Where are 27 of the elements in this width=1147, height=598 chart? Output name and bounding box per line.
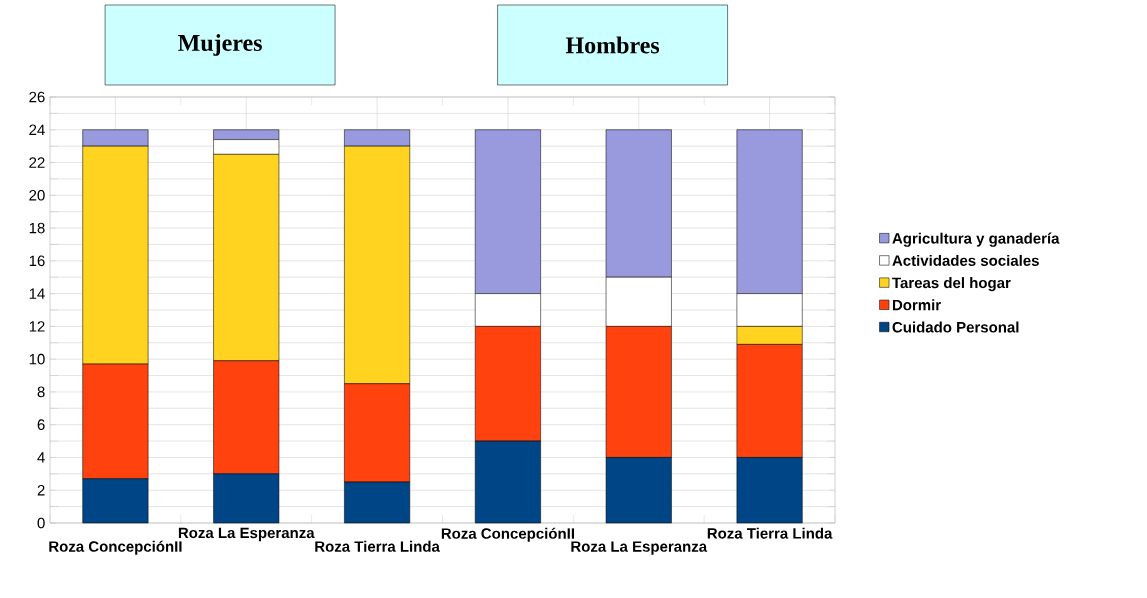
y-tick-label: 4 <box>37 452 45 463</box>
y-tick-label: 20 <box>29 189 45 201</box>
legend-label: Agricultura y ganadería <box>892 232 1060 247</box>
y-tick-label: 16 <box>29 255 45 267</box>
y-tick-label: 26 <box>29 91 45 103</box>
y-tick-label: 6 <box>37 419 45 430</box>
legend-label: Tareas del hogar <box>892 277 1011 292</box>
y-tick-label: 24 <box>29 124 45 135</box>
x-tick-label: Roza ConcepciónII <box>49 540 182 555</box>
legend-label: Actividades sociales <box>892 254 1039 266</box>
legend-label: Dormir <box>892 299 941 311</box>
x-tick-label: Roza ConcepciónII <box>441 527 574 542</box>
y-tick-label: 12 <box>29 321 45 332</box>
x-tick-label: Roza La Esperanza <box>178 527 315 542</box>
legend-label: Cuidado Personal <box>892 321 1019 333</box>
y-tick-label: 8 <box>37 386 45 398</box>
x-tick-label: Roza La Esperanza <box>571 541 708 555</box>
x-tick-label: Roza Tierra Linda <box>315 540 440 552</box>
y-tick-label: 2 <box>37 484 45 496</box>
y-tick-label: 14 <box>29 288 45 299</box>
y-tick-label: 18 <box>29 222 45 234</box>
x-tick-label: Roza Tierra Linda <box>707 527 833 539</box>
text: Mujeres <box>178 34 262 56</box>
y-tick-label: 22 <box>29 157 45 168</box>
y-tick-label: 10 <box>29 353 45 365</box>
y-tick-label: 0 <box>37 517 45 529</box>
text: Hombres <box>565 36 660 54</box>
